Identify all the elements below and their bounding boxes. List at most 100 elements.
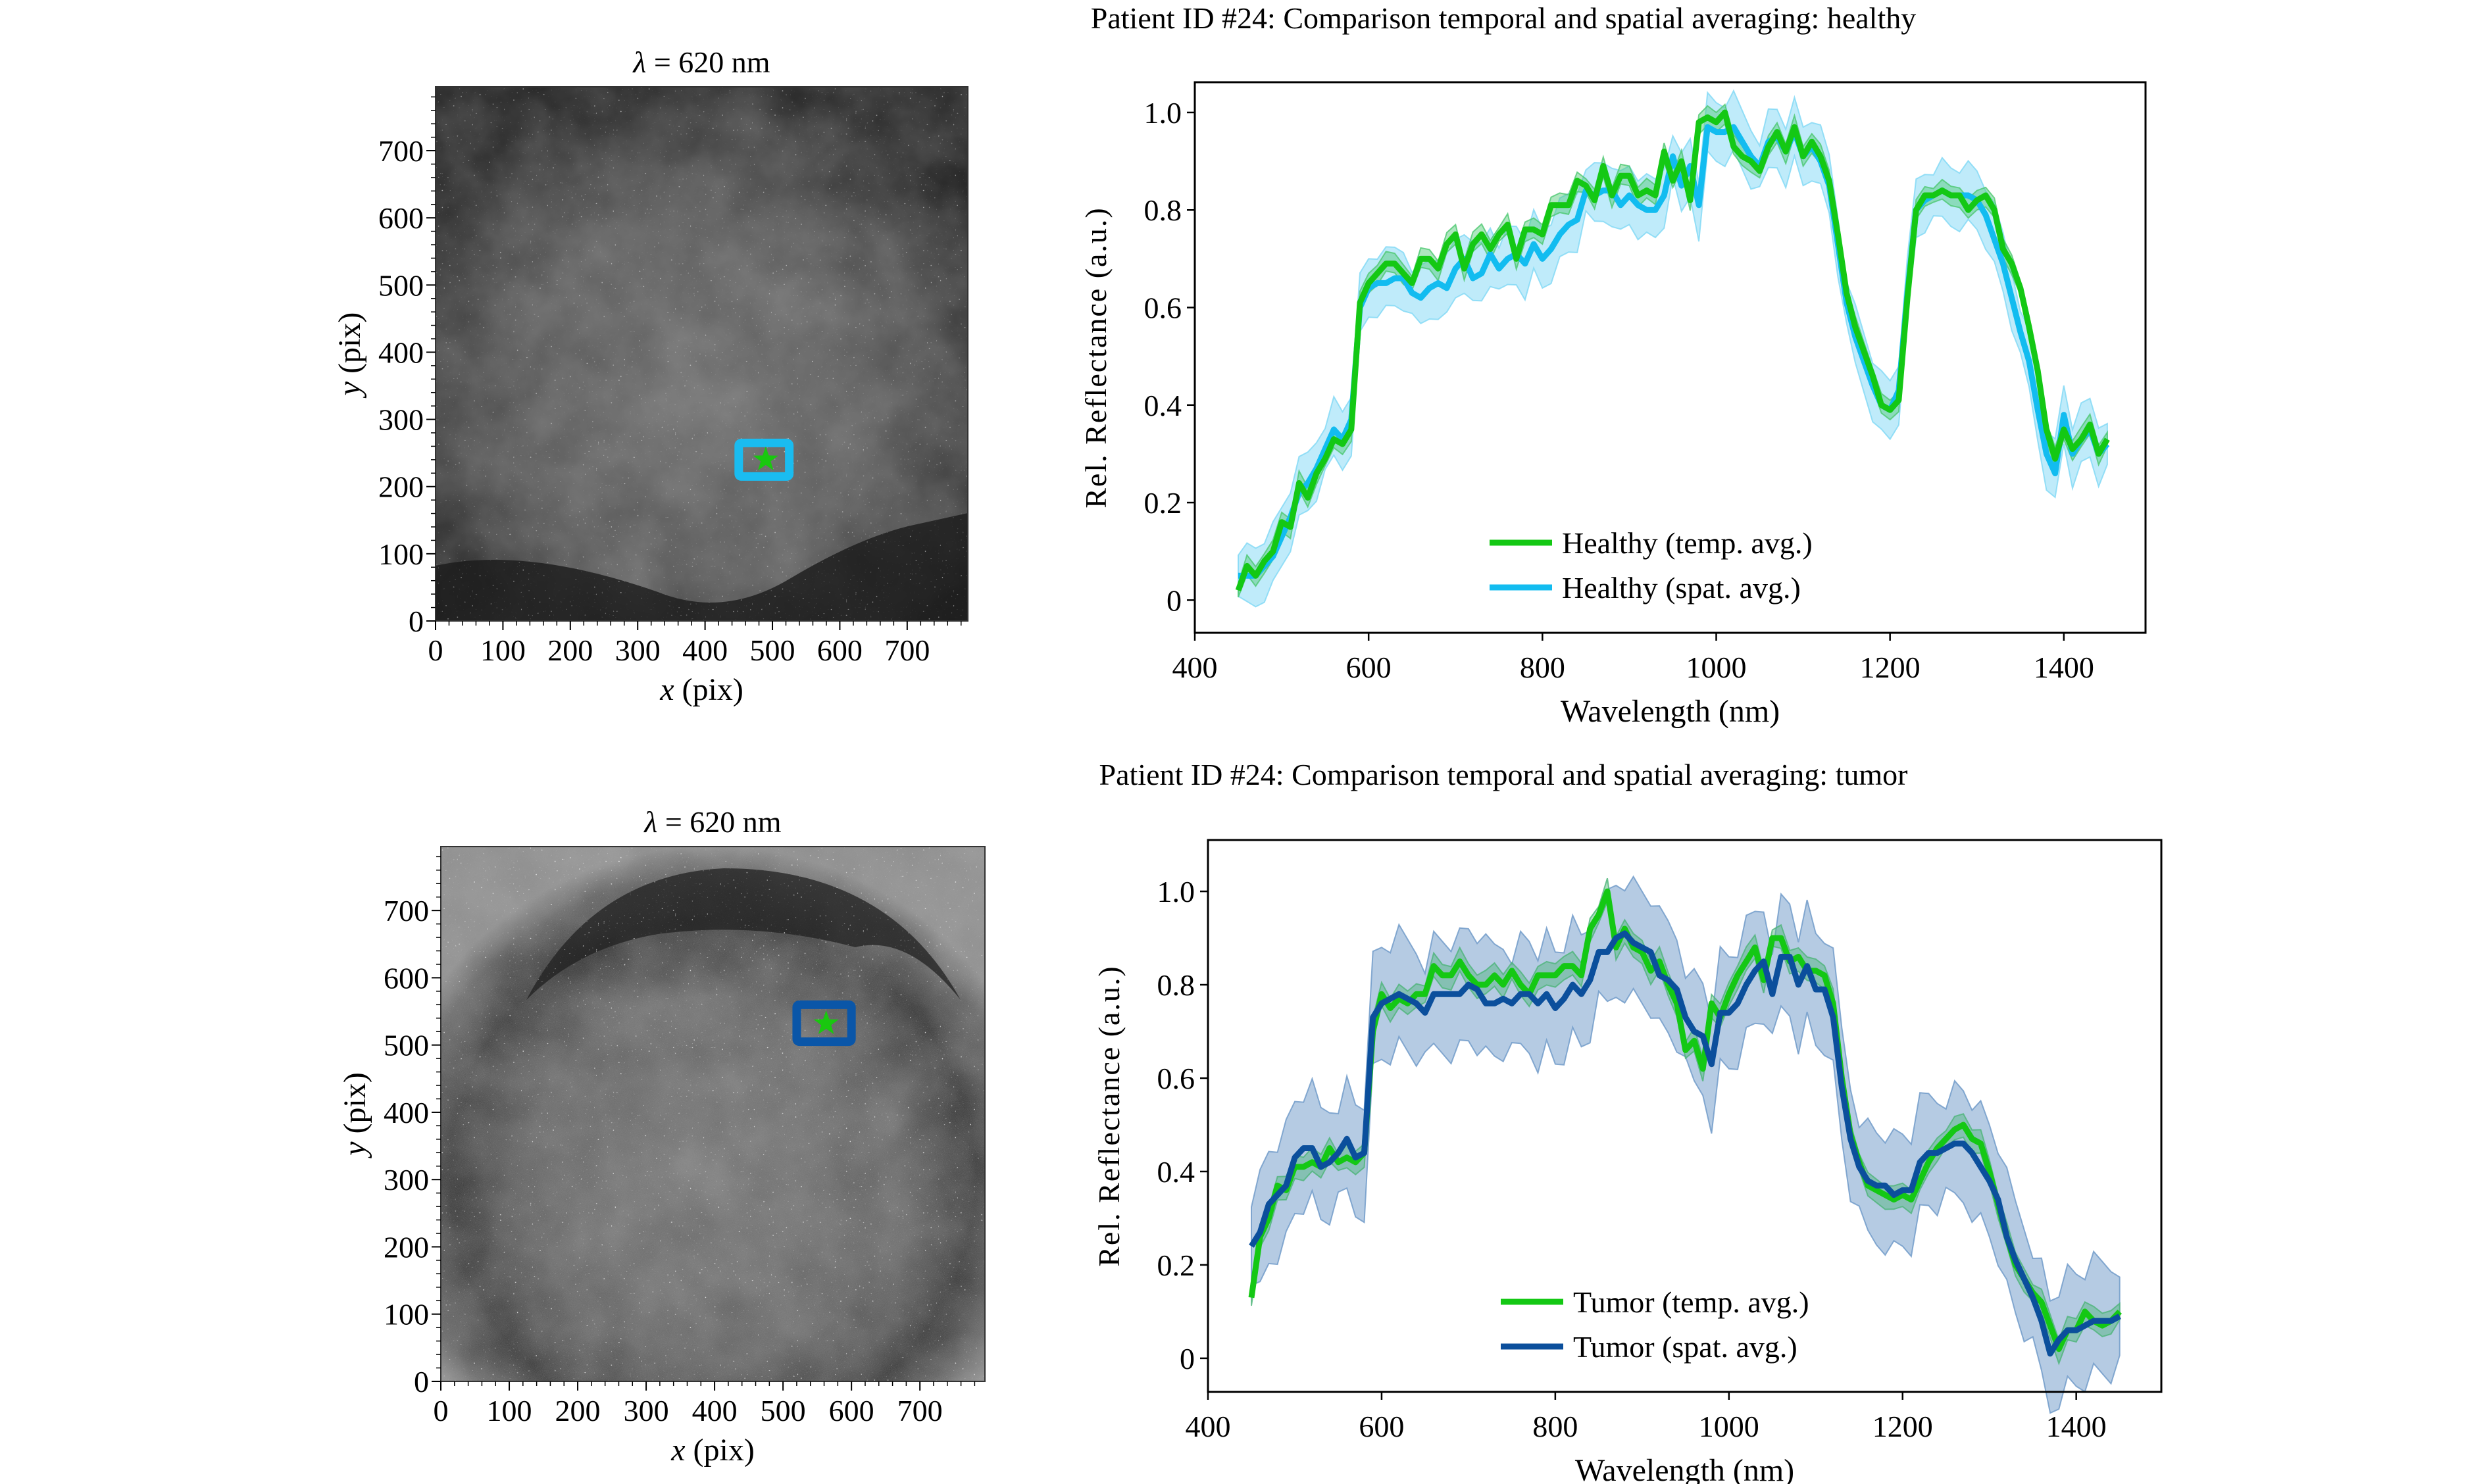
x-axis-label: Wavelength (nm) (1561, 694, 1780, 729)
data-point (1412, 283, 1413, 284)
data-point (1260, 1232, 1261, 1233)
star-marker-tumor[interactable] (813, 1010, 839, 1035)
data-point (1511, 1003, 1512, 1004)
data-point (1902, 1190, 1903, 1191)
data-point (1659, 975, 1660, 976)
x-tick-label: 200 (555, 1394, 601, 1427)
data-point (1429, 287, 1430, 288)
data-point (1407, 1003, 1408, 1004)
x-axis-label: Wavelength (nm) (1575, 1453, 1794, 1484)
y-tick-label: 0.4 (1157, 1155, 1195, 1189)
x-tick-label: 100 (487, 1394, 532, 1427)
data-point (2084, 1311, 2085, 1312)
x-tick-label: 1200 (1872, 1410, 1933, 1443)
data-point (1629, 195, 1630, 196)
data-point (1424, 994, 1425, 995)
data-point (2063, 429, 2064, 430)
data-point (1303, 1148, 1304, 1149)
data-point (1394, 263, 1395, 264)
image-frame-tumor (440, 846, 986, 1382)
data-point (2098, 453, 2099, 454)
x-tick-label: 800 (1520, 651, 1565, 684)
data-point (1612, 195, 1613, 196)
y-tick-label: 200 (384, 1230, 429, 1264)
data-point (2011, 297, 2012, 298)
data-point (1316, 473, 1317, 474)
x-tick-label: 300 (615, 633, 661, 667)
x-tick-label: 700 (884, 633, 930, 667)
data-point (1424, 1012, 1425, 1013)
data-point (2050, 1353, 2051, 1354)
figure-title-healthy: Patient ID #24: Comparison temporal and … (1090, 1, 1917, 35)
data-point (2067, 1330, 2068, 1331)
x-tick-label: 800 (1532, 1410, 1578, 1443)
data-point (1672, 156, 1673, 157)
y-tick-label: 100 (384, 1298, 429, 1331)
y-tick-label: 1.0 (1144, 96, 1182, 130)
data-point (1980, 1166, 1981, 1167)
x-tick-label: 500 (761, 1394, 806, 1427)
data-point (1763, 979, 1764, 980)
data-point (1924, 195, 1925, 196)
image-ylabel-tumor: y (pix) (338, 1072, 372, 1159)
roi-rectangle-tumor[interactable] (792, 1000, 856, 1047)
y-tick-label: 200 (378, 470, 424, 504)
data-point (1338, 1152, 1339, 1153)
data-point (1724, 112, 1725, 113)
data-point (1529, 994, 1530, 995)
x-tick-label: 400 (1172, 651, 1218, 684)
data-point (1928, 1152, 1929, 1153)
data-point (1728, 994, 1729, 995)
data-point (2072, 453, 2073, 454)
y-tick-label: 0.8 (1157, 968, 1195, 1002)
data-point (1742, 156, 1743, 157)
x-tick-label: 700 (897, 1394, 943, 1427)
data-point (1542, 234, 1543, 235)
data-point (1403, 273, 1404, 274)
data-point (2032, 1297, 2033, 1298)
data-point (1781, 956, 1782, 957)
series-line-temporal (1248, 888, 2122, 1352)
roi-rectangle-healthy[interactable] (734, 438, 794, 481)
data-point (1342, 444, 1343, 445)
y-tick-label: 700 (378, 134, 424, 168)
data-point (1676, 1003, 1677, 1004)
data-point (1864, 361, 1865, 362)
x-unit: (pix) (686, 1433, 755, 1468)
data-point (2102, 1325, 2103, 1326)
data-point (1312, 1148, 1313, 1149)
data-point (2050, 1325, 2051, 1326)
y-tick-label: 500 (378, 268, 424, 302)
data-point (1624, 928, 1625, 929)
data-point (1659, 961, 1660, 962)
series-line-spatial (1249, 930, 2121, 1357)
data-point (1238, 590, 1239, 591)
data-point (1598, 914, 1599, 915)
star-marker-healthy[interactable] (753, 446, 778, 470)
x-tick-label: 0 (434, 1394, 449, 1427)
data-point (1733, 146, 1734, 147)
y-tick-label: 0 (1180, 1342, 1195, 1375)
data-point (1277, 1185, 1278, 1186)
data-point (1442, 994, 1443, 995)
data-point (1876, 1185, 1877, 1186)
data-point (1794, 127, 1795, 128)
data-point (1707, 117, 1708, 118)
data-point (1664, 195, 1665, 196)
data-point (1997, 1199, 1998, 1200)
data-point (1646, 190, 1647, 191)
image-title-rest: = 620 nm (646, 45, 770, 79)
data-point (1303, 1166, 1304, 1167)
plot-frame (1207, 839, 2163, 1393)
y-unit: (pix) (338, 1072, 372, 1141)
x-tick-label: 600 (817, 633, 863, 667)
data-point (1472, 278, 1473, 279)
legend: Healthy (temp. avg.) Healthy (spat. avg.) (1490, 526, 1813, 605)
data-point (1968, 195, 1969, 196)
data-point (1251, 1246, 1252, 1247)
y-tick-label: 0 (1167, 583, 1182, 617)
x-tick-label: 1400 (2046, 1410, 2107, 1443)
data-point (1325, 458, 1326, 459)
data-point (1742, 141, 1743, 142)
x-tick-label: 400 (682, 633, 728, 667)
